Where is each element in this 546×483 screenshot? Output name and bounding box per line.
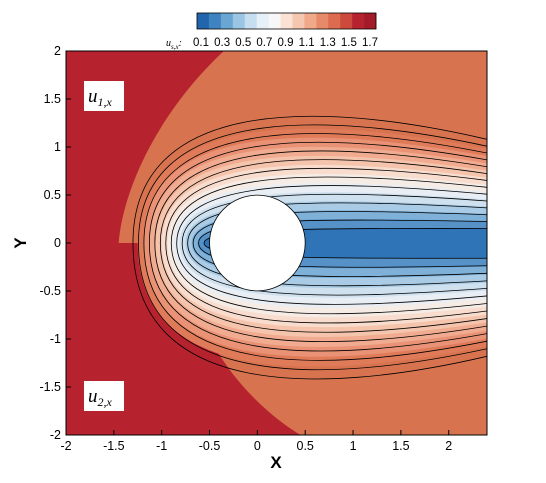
svg-text:u1,x: u1,x xyxy=(88,86,113,109)
colorbar-tick-label: 0.3 xyxy=(214,37,230,49)
y-axis-ticks: 2 1.5 1 0.5 0 -0.5 -1 -1.5 -2 xyxy=(39,44,71,442)
colorbar-swatch xyxy=(197,13,210,29)
contour-line xyxy=(192,211,487,277)
plot-area xyxy=(66,51,487,435)
y-tick-label: 0 xyxy=(54,236,61,250)
x-tick-label: -0.5 xyxy=(199,439,221,453)
colorbar-tick-label: 0.9 xyxy=(278,37,294,49)
colorbar: 0.1 0.3 0.5 0.7 0.9 1.1 1.3 1.5 1.7 xyxy=(193,12,378,49)
contour-line xyxy=(187,202,487,287)
contour-line xyxy=(148,141,487,352)
y-tick-label: -2 xyxy=(50,428,61,442)
x-axis-label: X xyxy=(270,453,282,472)
x-tick-label: -1.5 xyxy=(103,439,125,453)
colorbar-swatch xyxy=(256,13,269,29)
colorbar-tick-label: 1.7 xyxy=(362,37,378,49)
contour-line xyxy=(159,159,487,333)
y-tick-label: 0.5 xyxy=(44,188,61,202)
colorbar-swatch xyxy=(208,13,222,29)
circular-obstacle xyxy=(209,194,306,292)
colorbar-swatch xyxy=(352,13,365,29)
y-axis-label: Y xyxy=(11,237,30,249)
colorbar-tick-label: 1.3 xyxy=(320,37,336,49)
colorbar-swatch xyxy=(244,13,257,29)
contour-line xyxy=(176,185,487,305)
contour-line xyxy=(203,228,487,259)
region-label-upper: u1,x xyxy=(84,81,124,111)
x-tick-label: -2 xyxy=(60,439,71,453)
region-label-lower-base: u xyxy=(88,386,98,407)
y-tick-label: -1.5 xyxy=(39,380,61,394)
x-tick-label: 1.5 xyxy=(392,439,409,453)
region-label-lower-sub: 2,x xyxy=(98,395,113,409)
colorbar-swatch xyxy=(292,13,305,29)
colorbar-swatch xyxy=(340,13,353,29)
contour-line xyxy=(143,133,487,361)
contour-line xyxy=(165,167,487,324)
region-label-upper-base: u xyxy=(88,86,98,107)
colorbar-swatch xyxy=(280,13,293,29)
colorbar-tick-label: 0.5 xyxy=(235,37,251,49)
region-label-upper-sub: 1,x xyxy=(98,95,113,109)
colorbar-tick-label: 1.1 xyxy=(299,37,315,49)
colorbar-swatch xyxy=(220,13,234,29)
x-tick-label: 0.5 xyxy=(297,439,314,453)
x-tick-label: 0 xyxy=(254,439,261,453)
y-tick-label: 2 xyxy=(54,44,61,58)
contour-line xyxy=(170,176,487,315)
colorbar-frame xyxy=(196,12,377,30)
y-tick-label: 1.5 xyxy=(44,92,61,106)
colorbar-variable-sub: s,x xyxy=(171,43,179,51)
colorbar-variable-base: u xyxy=(166,38,171,49)
svg-text:u2,x: u2,x xyxy=(88,386,113,409)
x-tick-label: 2 xyxy=(445,439,452,453)
region-label-lower: u2,x xyxy=(84,381,124,411)
colorbar-swatch xyxy=(304,13,317,29)
y-tick-label: -1 xyxy=(50,332,61,346)
contour-line xyxy=(154,150,487,343)
contour-line xyxy=(138,124,487,371)
x-tick-label: 1 xyxy=(350,439,357,453)
colorbar-swatch xyxy=(316,13,329,29)
colorbar-tick-label: 0.1 xyxy=(193,37,209,49)
colorbar-variable-label: us,x: xyxy=(166,38,182,51)
colorbar-variable-suffix: : xyxy=(179,38,182,49)
x-tick-label: -1 xyxy=(156,439,167,453)
contour-line xyxy=(132,115,487,380)
colorbar-tick-label: 0.7 xyxy=(256,37,272,49)
contour-line xyxy=(181,193,487,296)
colorbar-swatch xyxy=(328,13,341,29)
y-tick-label: -0.5 xyxy=(39,284,61,298)
colorbar-swatch xyxy=(364,13,377,29)
colorbar-swatch xyxy=(268,13,281,29)
colorbar-tick-label: 1.5 xyxy=(341,37,357,49)
contour-line xyxy=(198,219,487,268)
y-tick-label: 1 xyxy=(54,140,61,154)
colorbar-swatch xyxy=(232,13,246,29)
x-axis-ticks: -2 -1.5 -1 -0.5 0 0.5 1 1.5 2 xyxy=(60,430,452,453)
svg-text:us,x:: us,x: xyxy=(166,38,182,51)
